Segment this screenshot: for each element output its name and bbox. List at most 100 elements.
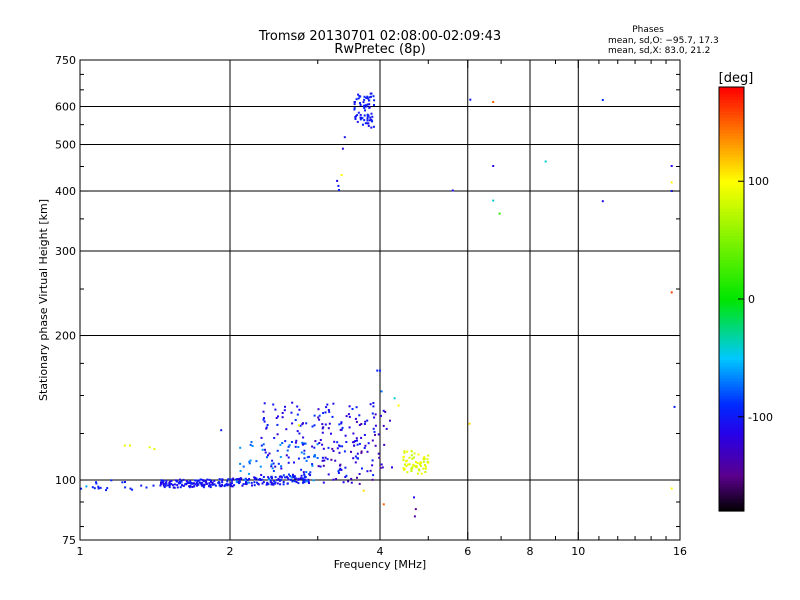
colorbar-segment — [719, 108, 744, 112]
data-point — [261, 478, 264, 481]
data-point — [182, 478, 185, 481]
colorbar-segment — [719, 471, 744, 476]
colorbar-segment — [719, 135, 744, 140]
data-point — [303, 442, 306, 445]
data-point — [406, 463, 409, 466]
data-point — [129, 444, 131, 447]
y-tick-label: 300 — [55, 245, 76, 258]
data-point — [246, 479, 249, 481]
data-point — [337, 472, 340, 474]
colorbar-segment — [719, 177, 744, 182]
data-point — [366, 113, 369, 116]
data-point — [403, 451, 406, 454]
data-point — [359, 118, 362, 121]
data-point — [354, 118, 357, 120]
data-point — [179, 482, 182, 484]
colorbar-segment — [719, 383, 744, 388]
data-point — [176, 486, 179, 489]
data-point — [352, 457, 355, 460]
colorbar-segment — [719, 286, 744, 291]
data-point — [360, 436, 363, 439]
data-point — [325, 406, 328, 409]
data-point — [319, 465, 322, 468]
colorbar-segment — [719, 450, 744, 455]
colorbar-segment — [719, 453, 744, 458]
data-point — [341, 426, 344, 429]
colorbar-segment — [719, 217, 744, 221]
data-point — [195, 481, 198, 484]
data-point — [278, 479, 281, 482]
colorbar-segment — [719, 459, 744, 464]
colorbar-segment — [719, 168, 744, 173]
data-point — [361, 467, 363, 470]
colorbar-segment — [719, 411, 744, 415]
colorbar-segment — [719, 238, 744, 243]
data-point — [266, 456, 268, 459]
data-point — [267, 478, 270, 481]
data-point — [316, 457, 319, 459]
colorbar-segment — [719, 438, 744, 442]
data-point — [408, 463, 411, 466]
data-point — [226, 480, 229, 483]
data-point — [367, 442, 370, 445]
data-point — [300, 451, 303, 454]
data-point — [353, 444, 355, 447]
data-point — [200, 478, 203, 481]
data-point — [357, 111, 360, 114]
data-point — [229, 484, 232, 487]
data-point — [366, 97, 369, 100]
data-point — [410, 467, 413, 470]
data-point — [405, 459, 408, 462]
data-point — [152, 484, 155, 487]
data-point — [260, 436, 263, 439]
data-point — [196, 484, 198, 487]
data-point — [311, 425, 314, 428]
colorbar-segment — [719, 150, 744, 155]
data-point — [299, 424, 302, 427]
data-point — [389, 419, 391, 422]
data-point — [366, 119, 369, 122]
data-point — [192, 485, 195, 488]
data-point — [239, 478, 242, 481]
data-point — [379, 467, 382, 469]
data-point — [272, 482, 275, 485]
data-point — [160, 483, 162, 486]
colorbar-segment — [719, 320, 744, 324]
colorbar-segment — [719, 244, 744, 249]
phase-stats-o: mean, sd,O: −95.7, 17.3 — [608, 36, 719, 46]
colorbar-segment — [719, 256, 744, 261]
data-point — [194, 483, 197, 486]
data-point — [288, 444, 291, 447]
data-point — [121, 481, 124, 484]
data-point — [93, 487, 96, 490]
data-point — [242, 483, 245, 486]
data-point — [410, 454, 413, 457]
data-point — [97, 487, 100, 490]
data-point — [356, 452, 359, 455]
data-point — [333, 440, 336, 443]
data-point — [244, 478, 247, 481]
data-point — [260, 474, 263, 476]
data-point — [382, 424, 385, 427]
data-point — [371, 120, 374, 123]
data-point — [364, 444, 367, 447]
data-point — [373, 416, 376, 419]
colorbar-segment — [719, 235, 744, 240]
data-point — [265, 427, 268, 430]
data-point — [248, 462, 251, 465]
data-point — [363, 434, 366, 436]
data-point — [327, 446, 330, 449]
data-point — [338, 451, 341, 454]
data-point — [298, 408, 301, 411]
data-point — [601, 99, 604, 101]
x-axis-label: Frequency [MHz] — [334, 558, 426, 571]
data-point — [202, 480, 205, 483]
data-point — [358, 482, 361, 485]
data-point — [275, 417, 278, 419]
data-point — [233, 484, 236, 487]
colorbar-segment — [719, 392, 744, 397]
colorbar-segment — [719, 229, 744, 233]
colorbar-segment — [719, 289, 744, 294]
colorbar-segment — [719, 99, 744, 103]
data-point — [345, 415, 348, 418]
